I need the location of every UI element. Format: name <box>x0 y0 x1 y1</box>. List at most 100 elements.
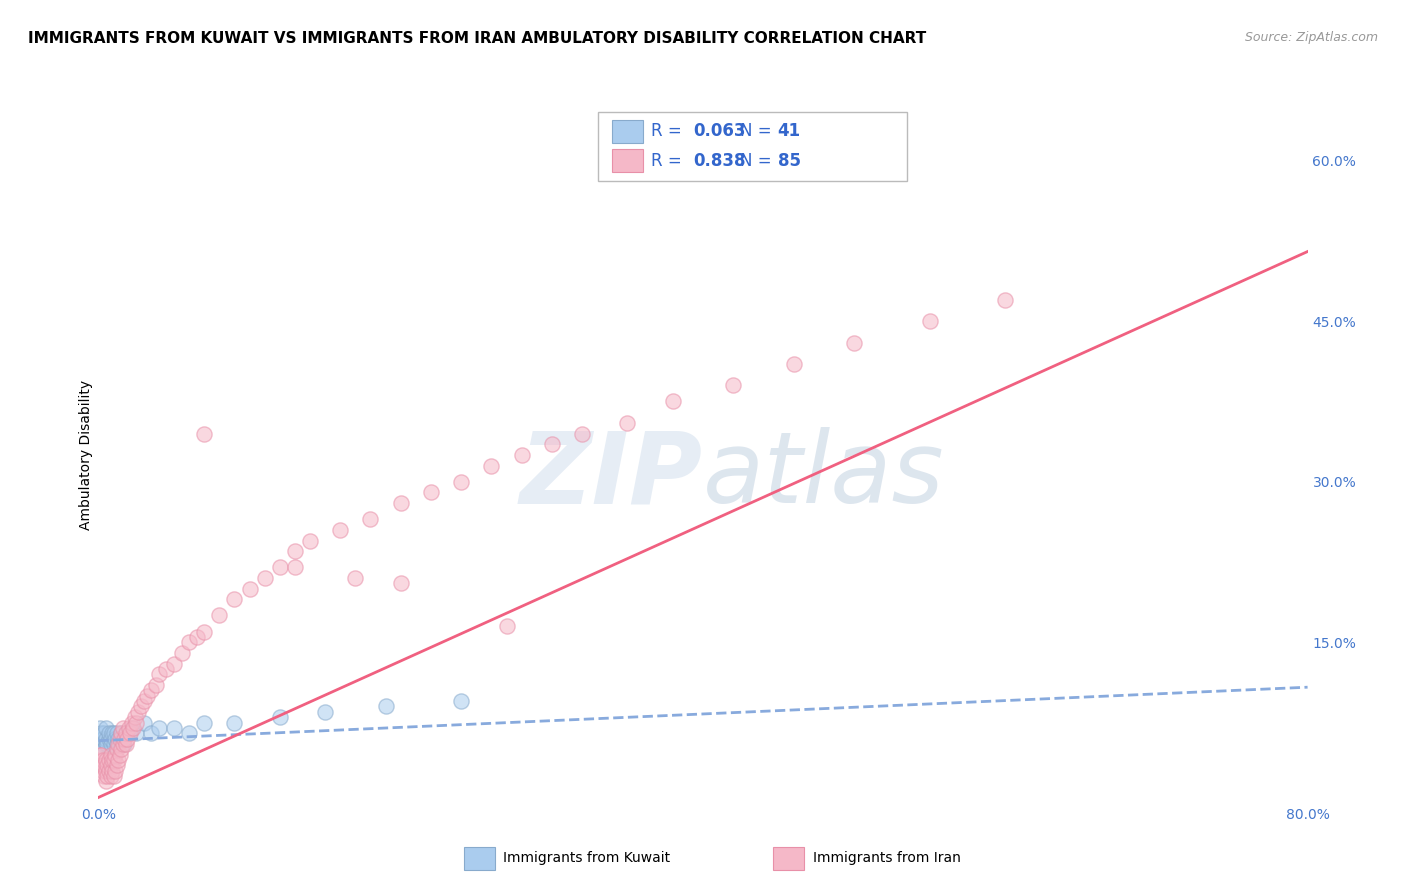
Point <box>186 630 208 644</box>
Point <box>163 657 186 671</box>
Point <box>329 523 352 537</box>
Point <box>96 737 118 751</box>
Point <box>108 747 131 762</box>
Y-axis label: Ambulatory Disability: Ambulatory Disability <box>79 380 93 530</box>
Point <box>723 378 745 392</box>
Point <box>420 485 443 500</box>
Point <box>105 758 128 772</box>
Text: ZIP: ZIP <box>520 427 703 524</box>
Point <box>118 726 141 740</box>
Point <box>103 737 125 751</box>
Point <box>661 394 683 409</box>
Point <box>103 726 125 740</box>
Point <box>91 764 114 778</box>
Point <box>93 742 115 756</box>
Point <box>105 726 128 740</box>
Point <box>96 769 118 783</box>
Point <box>127 705 149 719</box>
Text: 41: 41 <box>778 122 800 140</box>
Point <box>104 764 127 778</box>
Text: IMMIGRANTS FROM KUWAIT VS IMMIGRANTS FROM IRAN AMBULATORY DISABILITY CORRELATION: IMMIGRANTS FROM KUWAIT VS IMMIGRANTS FRO… <box>28 31 927 46</box>
Point <box>100 737 122 751</box>
Point <box>90 731 112 746</box>
Point <box>100 731 122 746</box>
Point <box>110 742 132 756</box>
Point <box>112 737 135 751</box>
Point <box>918 314 941 328</box>
Point <box>121 715 143 730</box>
Point <box>93 726 115 740</box>
Text: 85: 85 <box>778 152 800 169</box>
Point <box>135 689 157 703</box>
Point <box>129 699 152 714</box>
Point <box>253 571 276 585</box>
Point <box>98 753 121 767</box>
Point <box>122 721 145 735</box>
Point <box>107 731 129 746</box>
Point <box>179 635 201 649</box>
Text: R =: R = <box>651 122 688 140</box>
Point <box>107 753 129 767</box>
Point <box>360 512 382 526</box>
Point <box>93 758 115 772</box>
Point <box>104 731 127 746</box>
Point <box>148 721 170 735</box>
Point <box>193 426 215 441</box>
Point <box>94 737 117 751</box>
Point <box>844 335 866 350</box>
Point <box>96 758 118 772</box>
Point <box>101 753 124 767</box>
Point <box>314 705 336 719</box>
Point <box>145 678 167 692</box>
Point <box>112 731 135 746</box>
Point <box>481 458 503 473</box>
Text: N =: N = <box>740 152 776 169</box>
Point <box>103 753 125 767</box>
Point <box>115 731 138 746</box>
Text: 0.063: 0.063 <box>693 122 745 140</box>
Point <box>179 726 201 740</box>
Point <box>148 667 170 681</box>
Point <box>111 731 134 746</box>
Point <box>125 715 148 730</box>
Point <box>103 769 125 783</box>
Point <box>89 753 111 767</box>
Point <box>110 726 132 740</box>
Point <box>101 726 124 740</box>
Text: Immigrants from Iran: Immigrants from Iran <box>813 851 960 865</box>
Point <box>224 715 246 730</box>
Point <box>91 731 114 746</box>
Point <box>91 737 114 751</box>
Point <box>224 592 246 607</box>
Point <box>90 758 112 772</box>
Point <box>98 731 121 746</box>
Point <box>510 448 533 462</box>
Point <box>89 747 111 762</box>
Point <box>299 533 322 548</box>
Point <box>132 715 155 730</box>
Text: Source: ZipAtlas.com: Source: ZipAtlas.com <box>1244 31 1378 45</box>
Point <box>132 694 155 708</box>
Point <box>141 726 163 740</box>
Point <box>89 721 111 735</box>
Point <box>111 721 134 735</box>
Point <box>124 710 146 724</box>
Point <box>100 769 122 783</box>
Point <box>100 758 122 772</box>
Point <box>193 715 215 730</box>
Point <box>495 619 517 633</box>
Point <box>269 710 291 724</box>
Text: R =: R = <box>651 152 688 169</box>
Text: atlas: atlas <box>703 427 945 524</box>
Point <box>155 662 177 676</box>
Point <box>994 293 1017 307</box>
Point <box>105 737 128 751</box>
Point <box>90 747 112 762</box>
Point <box>120 726 142 740</box>
Point <box>783 357 806 371</box>
Point <box>450 475 472 489</box>
Point <box>101 764 124 778</box>
Point <box>163 721 186 735</box>
Point <box>94 731 117 746</box>
Point <box>110 726 132 740</box>
